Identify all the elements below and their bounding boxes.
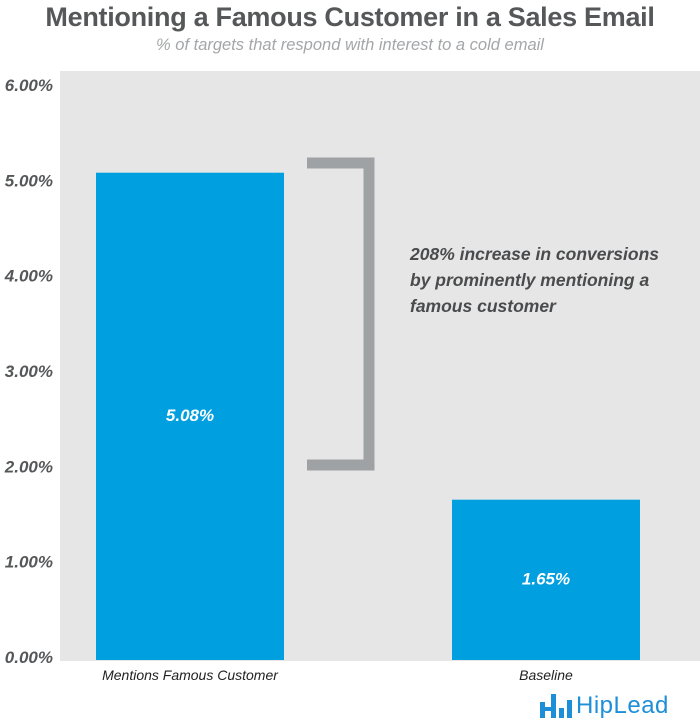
y-tick-label: 6.00%	[5, 76, 53, 95]
annotation-line: 208% increase in conversions	[410, 244, 660, 264]
y-tick-label: 2.00%	[4, 457, 53, 476]
y-tick-label: 0.00%	[5, 648, 53, 667]
y-tick-label: 1.00%	[5, 553, 53, 572]
y-tick-label: 5.00%	[5, 171, 53, 190]
bar	[96, 172, 284, 660]
x-tick-label: Baseline	[519, 667, 573, 683]
chart-subtitle: % of targets that respond with interest …	[156, 36, 544, 54]
annotation: 208% increase in conversions by prominen…	[410, 241, 695, 319]
comparison-bracket	[307, 157, 375, 471]
x-axis: Mentions Famous Customer Baseline	[102, 667, 573, 683]
logo-bars-icon	[540, 694, 574, 718]
chart-title: Mentioning a Famous Customer in a Sales …	[45, 2, 655, 32]
bars: 5.08% 1.65%	[96, 172, 640, 660]
x-tick-label: Mentions Famous Customer	[102, 667, 279, 683]
y-tick-label: 4.00%	[4, 267, 53, 286]
bar	[452, 499, 640, 660]
bar-value-label: 5.08%	[166, 406, 214, 425]
logo-text: HipLead	[576, 692, 669, 719]
annotation-line: by prominently mentioning a	[410, 270, 650, 290]
hiplead-logo: HipLead	[540, 692, 669, 718]
annotation-line: famous customer	[410, 296, 556, 316]
y-tick-label: 3.00%	[5, 362, 53, 381]
bar-value-label: 1.65%	[522, 569, 570, 588]
y-axis: 0.00% 1.00% 2.00% 3.00% 4.00% 5.00% 6.00%	[4, 76, 53, 667]
